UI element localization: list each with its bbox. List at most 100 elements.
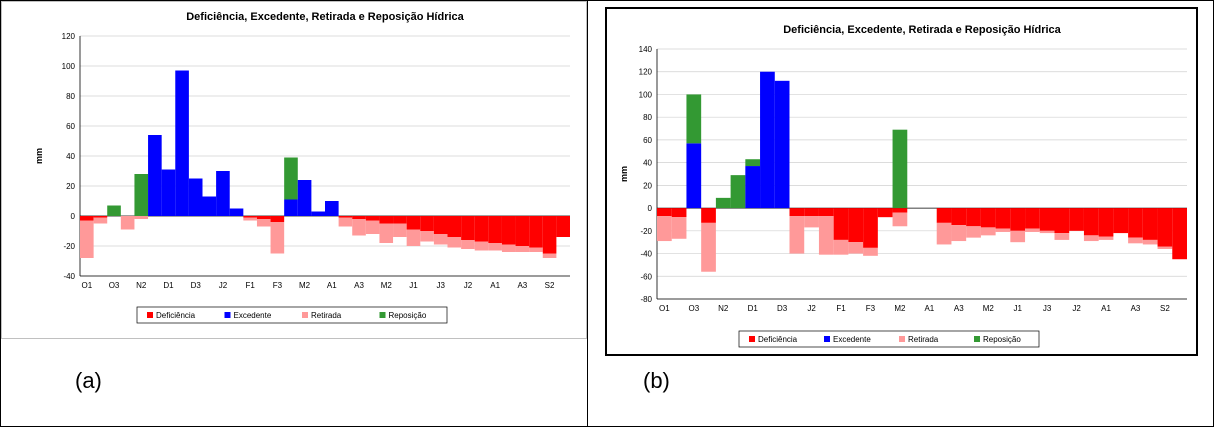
- bar-deficiencia: [352, 216, 366, 219]
- x-tick-label: A3: [517, 281, 527, 290]
- bar-deficiencia: [833, 208, 849, 240]
- bar-deficiencia: [488, 216, 502, 243]
- bar-retirada: [488, 243, 502, 251]
- bar-retirada: [433, 234, 448, 245]
- bar-deficiencia: [951, 208, 967, 226]
- x-tick-label: J3: [1043, 304, 1052, 313]
- bar-deficiencia: [1172, 208, 1187, 260]
- x-tick-label: J2: [807, 304, 816, 313]
- bar-retirada: [461, 240, 475, 249]
- y-tick-label: -60: [640, 272, 652, 281]
- bar-deficiencia: [1142, 208, 1158, 240]
- bar-deficiencia: [995, 208, 1011, 229]
- x-tick-label: M2: [983, 304, 995, 313]
- x-tick-label: A3: [954, 304, 964, 313]
- bar-retirada: [833, 239, 849, 255]
- bar-deficiencia: [936, 208, 952, 223]
- bar-deficiencia: [393, 216, 407, 224]
- bar-deficiencia: [243, 216, 257, 218]
- y-tick-label: 100: [639, 90, 653, 99]
- y-tick-label: -80: [640, 295, 652, 304]
- bar-deficiencia: [804, 208, 819, 217]
- bar-excedente: [686, 143, 702, 209]
- x-tick-label: O3: [109, 281, 120, 290]
- bar-deficiencia: [1157, 208, 1173, 247]
- y-tick-label: 60: [643, 136, 652, 145]
- y-tick-label: 80: [643, 113, 652, 122]
- y-tick-label: 100: [62, 62, 76, 71]
- chart-frame-a: Deficiência, Excedente, Retirada e Repos…: [1, 1, 587, 339]
- bar-retirada: [1142, 239, 1158, 245]
- bar-deficiencia: [270, 216, 285, 222]
- bar-deficiencia: [515, 216, 530, 246]
- x-tick-label: J1: [1013, 304, 1022, 313]
- x-tick-label: F3: [273, 281, 283, 290]
- y-tick-label: 120: [62, 32, 76, 41]
- bar-retirada: [671, 217, 687, 239]
- x-tick-label: O1: [659, 304, 670, 313]
- bar-retirada: [1128, 237, 1143, 244]
- legend-label-excedente: Excedente: [234, 311, 272, 320]
- bar-deficiencia: [256, 216, 271, 219]
- bar-retirada: [529, 247, 543, 252]
- y-tick-label: 80: [66, 92, 75, 101]
- legend-label-excedente: Excedente: [833, 335, 871, 344]
- bar-retirada: [243, 217, 257, 221]
- bar-excedente: [148, 135, 162, 216]
- legend-label-retirada: Retirada: [908, 335, 939, 344]
- x-tick-label: J3: [436, 281, 445, 290]
- x-tick-label: A3: [354, 281, 364, 290]
- bar-retirada: [657, 216, 672, 242]
- bar-excedente: [284, 199, 298, 216]
- legend-label-deficiencia: Deficiência: [156, 311, 196, 320]
- bar-retirada: [1010, 230, 1026, 243]
- bar-deficiencia: [1025, 208, 1040, 229]
- bar-retirada: [256, 219, 271, 227]
- legend: Deficiência Excedente Retirada Reposição: [136, 306, 448, 324]
- legend-swatch-excedente: [824, 336, 830, 342]
- bar-deficiencia: [433, 216, 448, 234]
- bar-retirada: [379, 223, 394, 243]
- x-tick-label: A1: [327, 281, 337, 290]
- y-tick-label: 60: [66, 122, 75, 131]
- x-tick-label: J2: [219, 281, 228, 290]
- bar-deficiencia: [379, 216, 394, 224]
- bar-retirada: [1157, 246, 1173, 249]
- bar-deficiencia: [980, 208, 996, 228]
- y-tick-label: -20: [63, 242, 75, 251]
- bar-deficiencia: [1113, 208, 1129, 234]
- bar-reposicao: [730, 175, 746, 209]
- y-axis-label: mm: [34, 148, 44, 164]
- bar-deficiencia: [1010, 208, 1026, 231]
- bar-retirada: [270, 222, 285, 254]
- panel-label-b: (b): [643, 368, 670, 393]
- bar-retirada: [818, 216, 834, 255]
- legend-swatch-deficiencia: [147, 312, 153, 318]
- bar-excedente: [774, 80, 790, 209]
- bar-retirada: [134, 216, 149, 219]
- bar-retirada: [1098, 236, 1114, 240]
- legend-label-reposicao: Reposição: [389, 311, 427, 320]
- y-tick-label: 20: [66, 182, 75, 191]
- bar-excedente: [161, 169, 176, 216]
- y-tick-label: -40: [640, 250, 652, 259]
- bar-deficiencia: [542, 216, 557, 254]
- x-tick-label: F3: [866, 304, 876, 313]
- bar-deficiencia: [474, 216, 489, 242]
- bar-deficiencia: [1083, 208, 1099, 236]
- x-tick-label: F1: [245, 281, 255, 290]
- bar-deficiencia: [420, 216, 434, 231]
- legend-swatch-excedente: [224, 312, 231, 318]
- bar-retirada: [966, 226, 981, 238]
- bar-retirada: [1083, 235, 1099, 242]
- legend-label-retirada: Retirada: [311, 311, 342, 320]
- bar-deficiencia: [338, 216, 353, 218]
- x-tick-label: S2: [1160, 304, 1170, 313]
- bar-reposicao: [715, 197, 731, 209]
- y-tick-label: -20: [640, 227, 652, 236]
- bar-retirada: [515, 246, 530, 252]
- bar-deficiencia: [657, 208, 672, 217]
- legend-swatch-reposicao: [974, 336, 980, 342]
- bar-deficiencia: [848, 208, 864, 243]
- bar-retirada: [1054, 233, 1070, 240]
